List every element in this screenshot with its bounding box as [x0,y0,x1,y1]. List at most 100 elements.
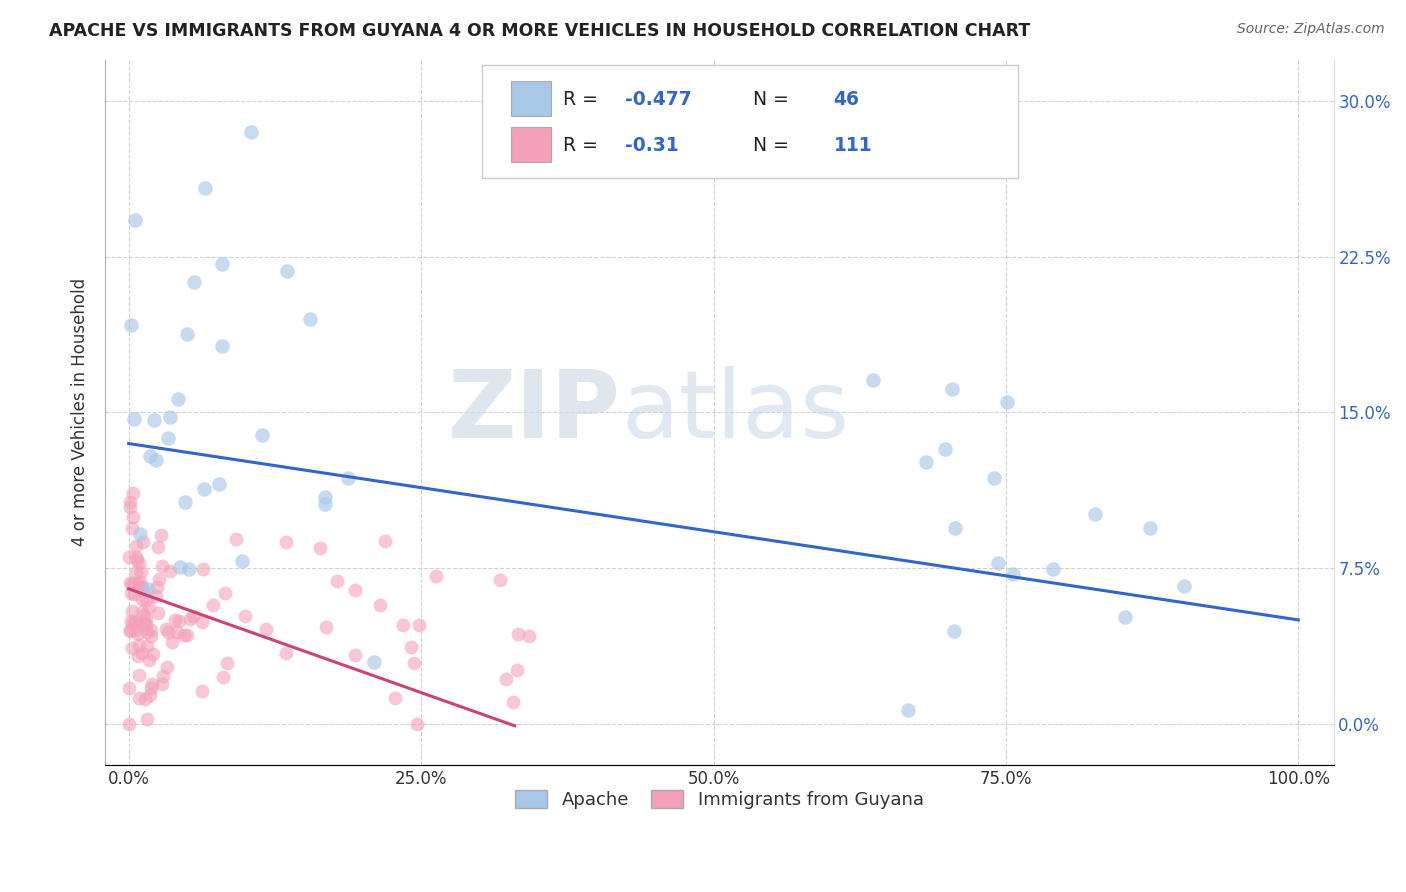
Point [502,695,524,709]
Point [401,640,423,655]
Point [129,526,152,541]
Point [132,583,155,598]
Point [121,509,143,524]
Point [152,669,174,683]
Point [193,482,215,496]
Point [135,592,157,607]
Point [149,528,172,542]
Point [120,494,142,508]
Point [118,623,141,637]
Point [124,623,146,637]
Point [139,449,162,463]
Point [124,587,146,601]
Point [276,264,298,278]
Point [404,656,426,670]
Point [160,635,183,649]
Point [134,692,156,706]
Point [145,589,167,603]
Point [127,626,149,640]
Point [157,625,180,640]
Point [254,623,277,637]
Point [176,628,198,642]
Point [127,648,149,663]
Point [141,681,163,695]
Point [135,612,157,626]
Point [214,585,236,599]
Point [121,521,143,535]
Text: -0.477: -0.477 [624,90,692,110]
Point [211,670,233,684]
Point [148,606,170,620]
Point [118,716,141,731]
Point [1173,579,1195,593]
Point [495,673,517,687]
Point [136,582,159,596]
Point [169,614,191,628]
Point [121,616,143,631]
Point [942,624,965,638]
Text: 46: 46 [834,90,859,110]
Point [122,486,145,500]
Point [183,275,205,289]
Point [344,648,367,663]
Point [148,572,170,586]
Point [174,495,197,509]
Point [983,471,1005,485]
Text: R =: R = [564,90,605,110]
Point [124,550,146,565]
Point [156,431,179,445]
Point [240,125,263,139]
Point [897,704,920,718]
Point [190,615,212,630]
Point [156,659,179,673]
Point [135,616,157,631]
Point [139,623,162,637]
Point [138,653,160,667]
Point [336,471,359,485]
Point [987,556,1010,570]
Point [1139,521,1161,535]
Point [118,624,141,639]
Point [1002,566,1025,581]
Point [146,580,169,594]
Point [915,455,938,469]
Point [131,646,153,660]
Point [374,533,396,548]
Text: 111: 111 [834,136,872,155]
Point [120,318,142,332]
Point [308,541,330,555]
Point [181,609,204,624]
Point [135,624,157,639]
Point [343,583,366,598]
Point [191,562,214,576]
Point [128,556,150,570]
Y-axis label: 4 or more Vehicles in Household: 4 or more Vehicles in Household [72,278,89,547]
Point [141,629,163,643]
Point [125,553,148,567]
Point [150,559,173,574]
Point [125,539,148,553]
Point [298,312,321,326]
Point [128,690,150,705]
Point [326,574,349,588]
Point [145,453,167,467]
Point [315,620,337,634]
Point [274,646,297,660]
Point [122,576,145,591]
Point [134,617,156,632]
Point [405,716,427,731]
FancyBboxPatch shape [510,127,551,162]
Point [120,575,142,590]
Point [159,564,181,578]
Text: Source: ZipAtlas.com: Source: ZipAtlas.com [1237,22,1385,37]
Point [408,618,430,632]
Point [120,585,142,599]
Text: APACHE VS IMMIGRANTS FROM GUYANA 4 OR MORE VEHICLES IN HOUSEHOLD CORRELATION CHA: APACHE VS IMMIGRANTS FROM GUYANA 4 OR MO… [49,22,1031,40]
Point [135,639,157,653]
Point [211,339,233,353]
Point [132,608,155,623]
Point [155,622,177,636]
Point [425,569,447,583]
Legend: Apache, Immigrants from Guyana: Apache, Immigrants from Guyana [508,782,931,816]
Point [128,638,150,652]
